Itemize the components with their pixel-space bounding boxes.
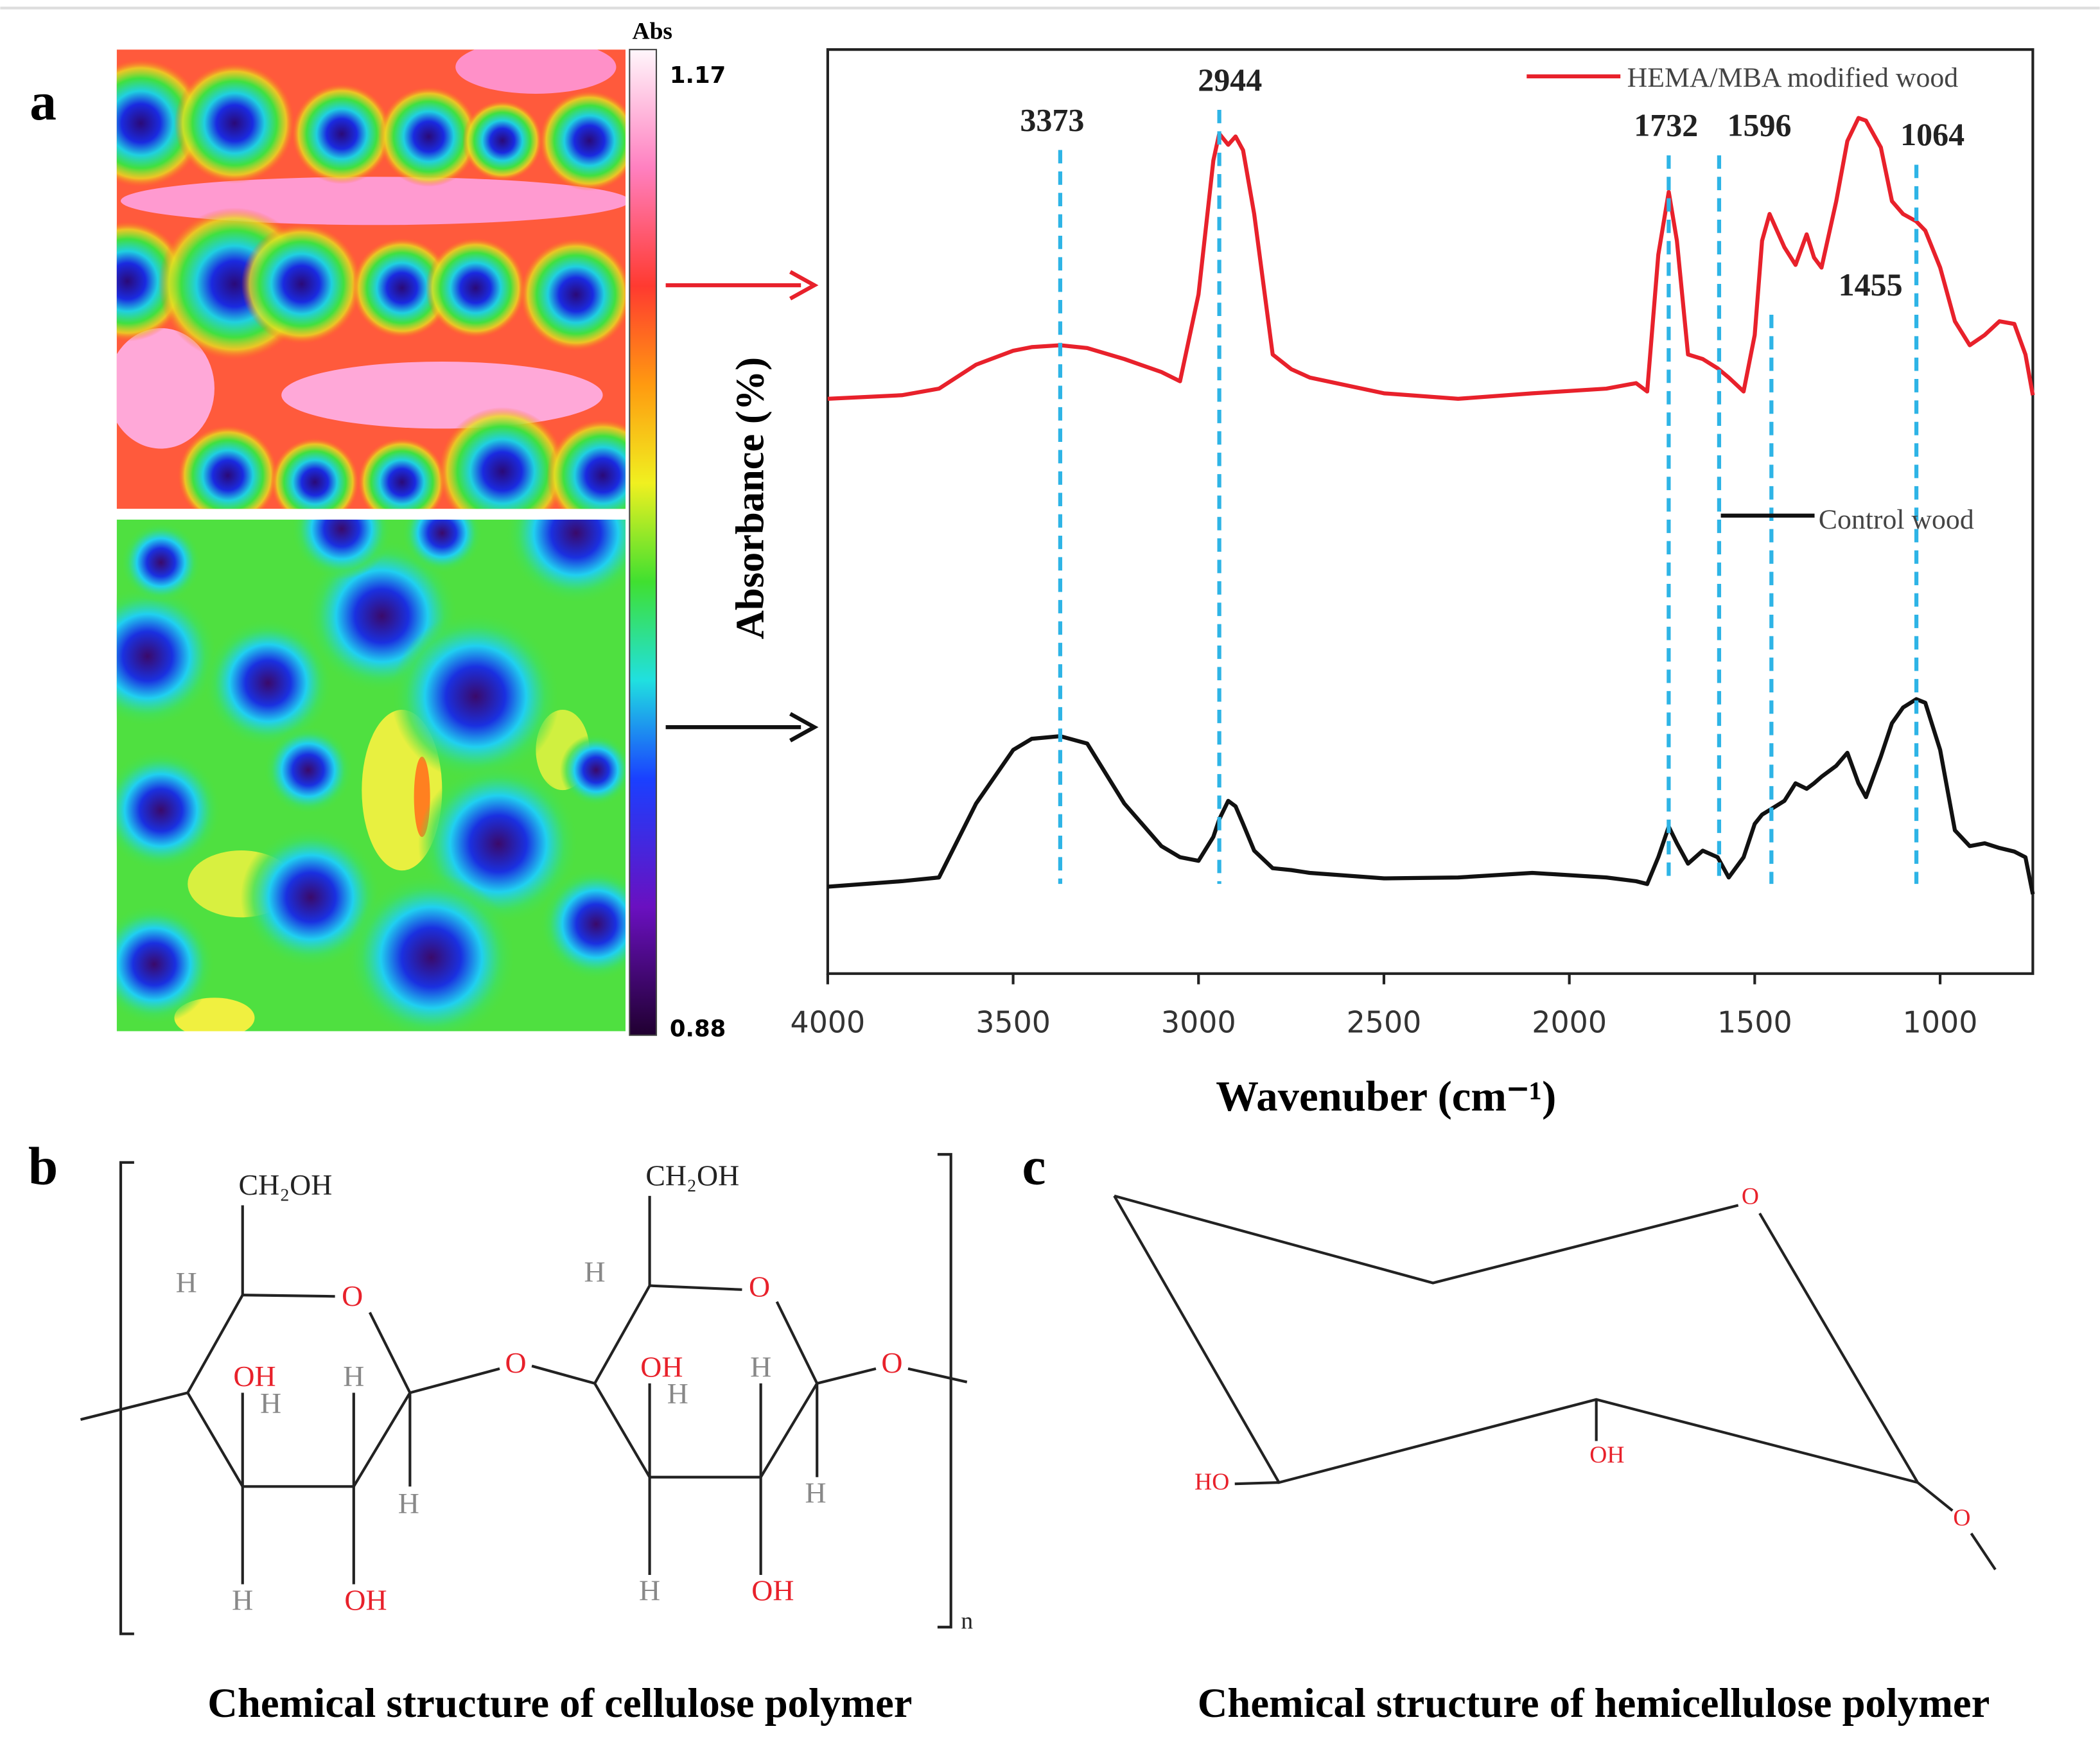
panel-label: b [28,1138,58,1197]
atom-label: O [881,1346,902,1379]
legend-label: Control wood [1819,504,1974,535]
heatmap-blob [358,437,446,509]
plot-frame [826,48,2034,975]
atom-label: H [260,1387,281,1419]
peak-label: 1596 [1727,107,1791,143]
arrow-red [665,270,819,301]
cellulose-atoms: CH₂OH CH₂OH H O OH H H O H O OH H H O H … [176,1159,974,1634]
heatmap-blob [291,83,392,184]
repeat-subscript: n [961,1608,973,1635]
heatmap-bottom [116,519,626,1032]
heatmap-top [116,49,626,509]
atom-label: O [505,1346,527,1379]
peak-label: 1064 [1900,116,1964,152]
colorbar-max: 1.17 [670,62,726,89]
atom-label: H [667,1377,688,1410]
atom-label: O [1953,1505,1970,1531]
panel-label: a [30,73,57,132]
x-tick-label: 3000 [1161,1005,1236,1040]
atom-label: H [343,1360,364,1393]
peak-label: 1732 [1634,107,1698,143]
atom-label: H [805,1476,827,1509]
heatmap-blob [438,407,567,509]
atom-label: H [639,1574,660,1607]
x-tick-label: 2500 [1347,1005,1422,1040]
cellulose-bonds [80,1153,968,1635]
heatmap-blob [351,238,453,338]
caption: Chemical structure of hemicellulose poly… [1198,1680,1990,1726]
atom-label: H [398,1487,419,1520]
atom-label: O [749,1270,770,1303]
atom-label: OH [751,1574,794,1607]
atom-label: OH [640,1350,683,1383]
peak-label: 3373 [1020,101,1084,137]
x-tick-label: 2000 [1532,1005,1607,1040]
y-axis-label: Absorbance (%) [728,357,773,639]
x-tick-label: 1000 [1903,1005,1978,1040]
heatmap-blob [116,750,222,871]
atom-label: OH [344,1583,387,1616]
heatmap-blob [177,425,278,509]
heatmap-blob [559,734,626,807]
atom-label: O [1742,1184,1759,1210]
spectrum-line [827,116,2035,401]
heatmap-blob [174,62,295,184]
heatmap-blob [116,586,218,727]
atom-label: OH [233,1360,276,1393]
heatmap-blob [347,873,516,1032]
heatmap-blob [264,726,353,814]
atom-label: CH₂OH [239,1168,333,1201]
colorbar [629,49,658,1036]
heatmap-blob [547,419,626,509]
colorbar-min: 0.88 [670,1015,726,1042]
atom-label: HO [1194,1469,1229,1495]
atom-label: O [342,1279,363,1312]
heatmap-blob [401,519,482,574]
atom-label: H [584,1255,606,1288]
arrow-black [665,712,819,743]
heatmap-blob [270,437,360,509]
atom-label: H [176,1266,197,1299]
atom-label: OH [1589,1442,1624,1468]
panel-label: c [1022,1138,1046,1197]
heatmap-blob [240,827,381,968]
heatmap-blob [116,904,214,1024]
heatmap-blob [520,238,626,351]
heatmap-blob [121,522,202,603]
heatmap-blob [116,58,206,188]
x-axis-label: Wavenuber (cm⁻¹) [1216,1073,1556,1120]
x-tick-label: 4000 [791,1005,866,1040]
peak-label: 2944 [1198,62,1262,98]
hemicellulose-bonds [1113,1194,1997,1570]
peak-label: 1455 [1839,267,1903,303]
heatmap-blob [241,224,362,344]
hemicellulose-atoms: O OH HO O [1194,1184,1970,1531]
caption: Chemical structure of cellulose polymer [207,1680,912,1726]
heatmap-blob [291,519,392,579]
atom-label: CH₂OH [645,1159,739,1191]
x-tick-label: 1500 [1717,1005,1792,1040]
heatmap-blob [378,86,479,187]
legend-label: HEMA/MBA modified wood [1627,62,1959,93]
heatmap-blob [539,868,626,981]
atom-label: H [750,1350,771,1383]
atom-label: H [232,1583,253,1616]
heatmap-blob [462,100,543,181]
heatmap-blob [505,519,626,604]
x-tick-label: 3500 [976,1005,1051,1040]
heatmap-blob [539,90,626,191]
heatmap-blob [391,611,560,781]
spectrum-line [827,697,2035,895]
heatmap-blob [204,619,333,748]
heatmap-blob [425,238,526,338]
colorbar-label: Abs [632,19,672,45]
